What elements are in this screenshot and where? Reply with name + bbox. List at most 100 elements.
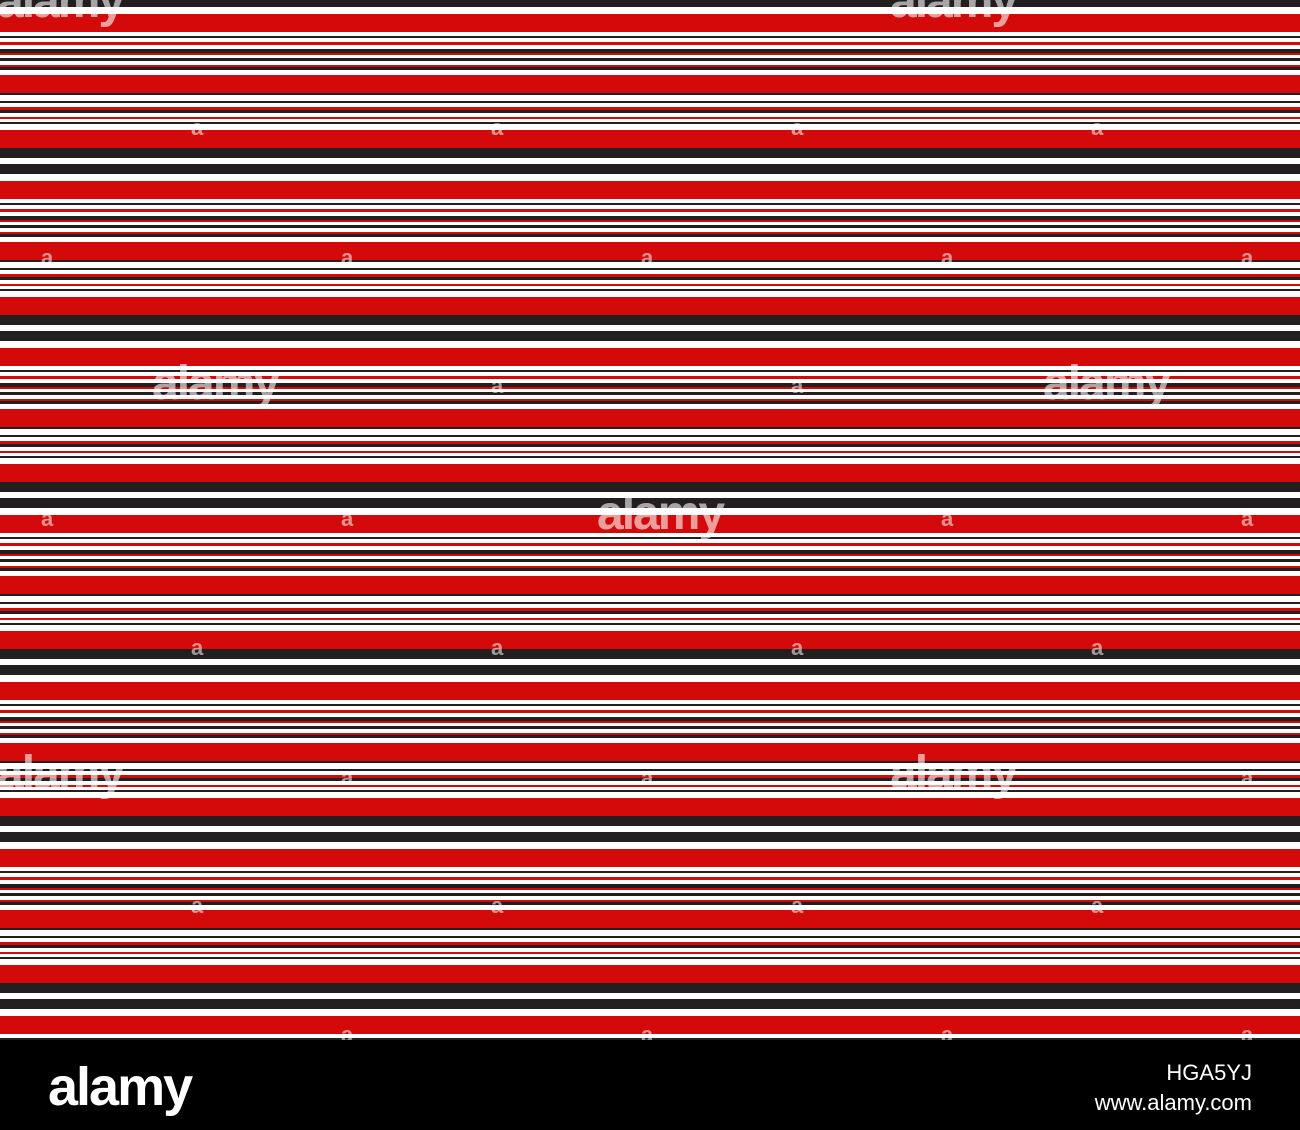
- stripe: [0, 562, 1300, 566]
- stripe: [0, 464, 1300, 482]
- stripe: [0, 451, 1300, 453]
- footer-bar: alamy HGA5YJ www.alamy.com: [0, 1040, 1300, 1130]
- stripe: [0, 181, 1300, 199]
- stripe: [0, 268, 1300, 270]
- stripe: [0, 395, 1300, 399]
- stripe: [0, 842, 1300, 849]
- stripe: [0, 550, 1300, 554]
- stripe: [0, 554, 1300, 556]
- stripe: [0, 665, 1300, 675]
- stripe: [0, 928, 1300, 930]
- stripe: [0, 726, 1300, 729]
- stripe: [0, 533, 1300, 537]
- stripe: [0, 148, 1300, 158]
- stripe: [0, 372, 1300, 376]
- stripe: [0, 710, 1300, 713]
- stripe: [0, 7, 1300, 14]
- stripe: [0, 602, 1300, 604]
- stripe: [0, 537, 1300, 539]
- stripe: [0, 325, 1300, 331]
- stripe: [0, 119, 1300, 122]
- stripe: [0, 614, 1300, 618]
- stripe: [0, 649, 1300, 659]
- stripe: [0, 902, 1300, 905]
- stripe: [0, 453, 1300, 456]
- stripe: [0, 675, 1300, 682]
- stripe: [0, 942, 1300, 945]
- stripe: [0, 435, 1300, 437]
- stripe: [0, 32, 1300, 36]
- stripe: [0, 277, 1300, 280]
- stripe: [0, 954, 1300, 957]
- stripe: [0, 867, 1300, 871]
- stripe: [0, 331, 1300, 341]
- stripe: [0, 682, 1300, 700]
- stripe: [0, 401, 1300, 404]
- stripe: [0, 608, 1300, 611]
- stripe: [0, 543, 1300, 546]
- stripe: [0, 498, 1300, 508]
- stripe: [0, 604, 1300, 608]
- stripe: [0, 877, 1300, 880]
- stripe: [0, 832, 1300, 842]
- stripe: [0, 458, 1300, 464]
- stripe: [0, 952, 1300, 954]
- stripe: [0, 948, 1300, 952]
- stripe: [0, 429, 1300, 435]
- stripe: [0, 242, 1300, 260]
- stripe: [0, 158, 1300, 164]
- stripe: [0, 284, 1300, 286]
- stripe: [0, 999, 1300, 1009]
- stripe: [0, 959, 1300, 965]
- stripe: [0, 42, 1300, 45]
- stripe: [0, 67, 1300, 70]
- stripe: [0, 370, 1300, 372]
- stripe: [0, 717, 1300, 721]
- stripe: [0, 816, 1300, 826]
- stripe: [0, 280, 1300, 284]
- stripe: [0, 130, 1300, 148]
- stripe: [0, 738, 1300, 743]
- site-url: www.alamy.com: [1094, 1090, 1252, 1115]
- stripe: [0, 781, 1300, 785]
- stripe: [0, 225, 1300, 228]
- stripe: [0, 769, 1300, 771]
- stripe: [0, 164, 1300, 174]
- stripe: [0, 65, 1300, 67]
- stripe: [0, 103, 1300, 107]
- stripe: [0, 376, 1300, 379]
- stripe: [0, 775, 1300, 778]
- stripe: [0, 936, 1300, 938]
- stripe: [0, 220, 1300, 222]
- stripe: [0, 260, 1300, 262]
- striped-pattern: a a a a a a a a a a a a a a a a a a a a a a a a a a a a a a alamy alamy…: [0, 0, 1300, 1040]
- stripe: [0, 95, 1300, 101]
- stripe: [0, 0, 1300, 7]
- stripe: [0, 14, 1300, 32]
- stripe: [0, 409, 1300, 427]
- stripe: [0, 237, 1300, 242]
- stripe: [0, 291, 1300, 297]
- stripe: [0, 571, 1300, 576]
- alamy-logo: alamy: [48, 1057, 193, 1117]
- stripe: [0, 234, 1300, 237]
- stripe: [0, 761, 1300, 763]
- stripe: [0, 771, 1300, 775]
- stripe: [0, 620, 1300, 623]
- stripe: [0, 274, 1300, 277]
- stripe: [0, 763, 1300, 769]
- stripe: [0, 515, 1300, 533]
- stripe: [0, 70, 1300, 75]
- stripe: [0, 873, 1300, 877]
- stripe: [0, 965, 1300, 983]
- stripe: [0, 379, 1300, 383]
- stripe: [0, 787, 1300, 790]
- stripe: [0, 392, 1300, 395]
- stripe: [0, 798, 1300, 816]
- stripe: [0, 262, 1300, 268]
- stripe: [0, 957, 1300, 959]
- stripe: [0, 404, 1300, 409]
- stripe: [0, 733, 1300, 735]
- stripe: [0, 93, 1300, 95]
- stripe: [0, 905, 1300, 910]
